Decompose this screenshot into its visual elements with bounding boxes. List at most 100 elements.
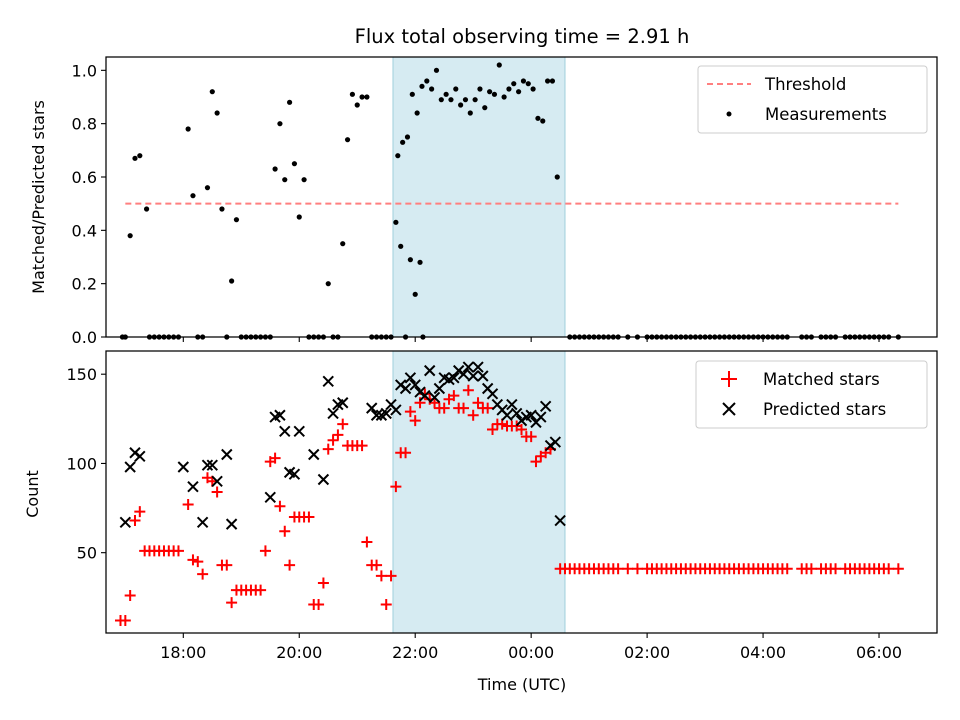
- matched-star-point: [448, 390, 460, 402]
- top-y-tick-label: 0.4: [72, 221, 97, 240]
- matched-star-point: [172, 545, 184, 557]
- measurement-point: [395, 153, 401, 159]
- x-tick-label: 22:00: [392, 643, 438, 662]
- x-tick-label: 06:00: [856, 643, 902, 662]
- matched-star-point: [313, 598, 325, 610]
- matched-star-point: [467, 409, 479, 421]
- measurement-point: [340, 241, 346, 247]
- matched-star-point: [400, 447, 412, 459]
- predicted-star-point: [539, 400, 552, 413]
- matched-star-point: [371, 559, 383, 571]
- predicted-star-point: [225, 518, 238, 530]
- matched-star-point: [192, 556, 204, 568]
- bottom-legend: Matched stars Predicted stars: [695, 360, 928, 429]
- predicted-star-point: [293, 425, 305, 438]
- top-legend: Threshold Measurements: [697, 65, 928, 134]
- matched-star-point: [327, 434, 339, 446]
- top-y-tick-label: 1.0: [72, 61, 97, 80]
- matched-star-point: [337, 418, 349, 430]
- measurement-point: [544, 78, 551, 84]
- matched-star-point: [332, 429, 344, 441]
- predicted-star-point: [467, 370, 479, 382]
- predicted-star-point: [448, 372, 460, 384]
- matched-star-point: [805, 563, 817, 575]
- predicted-star-point: [525, 409, 537, 421]
- predicted-star-point: [308, 448, 320, 461]
- measurement-point: [482, 105, 488, 111]
- bottom-y-tick-label: 150: [66, 365, 97, 384]
- measurement-point: [344, 137, 351, 143]
- measurement-point: [487, 89, 493, 95]
- top-y-tick-label: 0.8: [72, 115, 97, 134]
- measurement-point: [516, 89, 522, 95]
- measurement-point: [462, 97, 469, 103]
- measurement-point: [272, 166, 278, 172]
- matched-star-point: [269, 452, 281, 464]
- measurement-point: [137, 153, 143, 159]
- measurement-point: [190, 193, 196, 199]
- matched-star-point: [284, 559, 296, 571]
- matched-star-point: [781, 563, 793, 575]
- predicted-star-point: [211, 475, 223, 487]
- matched-star-point: [631, 563, 643, 575]
- measurement-point: [448, 97, 454, 103]
- matched-star-point: [134, 506, 146, 518]
- matched-star-point: [516, 424, 527, 436]
- measurement-point: [554, 174, 560, 180]
- predicted-star-point: [423, 364, 436, 377]
- measurement-point: [291, 161, 298, 167]
- matched-star-point: [390, 481, 402, 493]
- measurement-point: [417, 259, 423, 265]
- bottom-legend-box: [695, 360, 928, 429]
- predicted-star-point: [554, 514, 566, 527]
- measurement-point: [132, 155, 138, 161]
- top-y-tick-label: 0.2: [72, 275, 97, 294]
- predicted-star-point: [322, 375, 334, 388]
- bottom-y-axis-label: Count: [23, 470, 42, 518]
- matched-star-point: [303, 511, 315, 523]
- measurement-point: [506, 86, 512, 92]
- measurement-point: [511, 81, 517, 87]
- matched-star-point: [409, 415, 421, 427]
- matched-star-point: [622, 563, 634, 575]
- matched-star-point: [361, 536, 373, 548]
- legend-matched-label: Matched stars: [763, 370, 880, 389]
- predicted-star-point: [134, 450, 146, 463]
- matched-star-point: [458, 402, 470, 414]
- x-tick-label: 00:00: [508, 643, 554, 662]
- measurement-point: [540, 118, 546, 124]
- measurement-point: [214, 110, 220, 116]
- measurement-point: [233, 217, 240, 223]
- measurement-point: [520, 78, 527, 84]
- measurement-point: [419, 83, 425, 89]
- measurement-point: [472, 97, 478, 103]
- matched-star-point: [830, 563, 842, 575]
- measurement-point: [127, 233, 133, 239]
- measurement-point: [525, 81, 531, 87]
- predicted-star-point: [506, 398, 518, 411]
- measurement-point: [535, 115, 541, 121]
- matched-star-point: [124, 590, 136, 602]
- measurement-point: [398, 243, 404, 249]
- matched-star-point: [356, 440, 368, 452]
- matched-star-point: [259, 545, 271, 557]
- matched-star-point: [530, 456, 542, 468]
- measurement-point: [354, 102, 360, 108]
- predicted-star-point: [472, 361, 484, 373]
- measurement-point: [429, 86, 435, 92]
- matched-star-point: [429, 397, 441, 409]
- bottom-ticks-layer: 50 100 150 18:00 20:00 22:00 00:00 02:00 04:00 06…: [66, 365, 902, 662]
- predicted-star-point: [201, 459, 214, 471]
- predicted-star-point: [501, 409, 513, 421]
- matched-star-point: [119, 615, 131, 627]
- measurement-point: [400, 139, 406, 145]
- measurement-point: [404, 134, 411, 140]
- measurement-point: [229, 278, 235, 284]
- legend-predicted-swatch: [722, 402, 736, 416]
- matched-star-point: [404, 406, 416, 418]
- matched-star-point: [892, 563, 904, 575]
- measurement-point: [438, 97, 444, 103]
- measurement-point: [433, 67, 440, 73]
- predicted-star-point: [366, 402, 378, 414]
- predicted-star-point: [390, 404, 402, 416]
